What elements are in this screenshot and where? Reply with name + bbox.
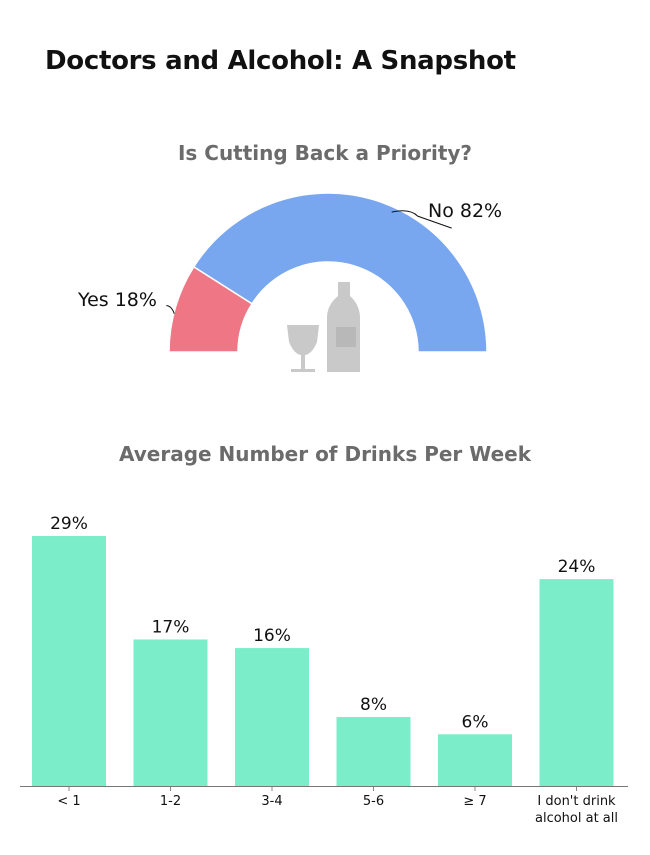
- bar-3: [336, 717, 411, 786]
- bar-chart-title: Average Number of Drinks Per Week: [118, 442, 532, 466]
- bar-value-label: 8%: [360, 695, 387, 715]
- donut-chart-title: Is Cutting Back a Priority?: [177, 141, 473, 165]
- donut-slice-no: [192, 192, 488, 353]
- x-tick-label: 1-2: [160, 794, 181, 809]
- half-donut-chart: Yes 18% No 82%: [77, 192, 502, 353]
- page-title: Doctors and Alcohol: A Snapshot: [45, 46, 516, 76]
- bar-1: [133, 639, 208, 786]
- bar-value-label: 6%: [462, 712, 489, 732]
- bar-2: [235, 648, 309, 786]
- bar-value-label: 24%: [558, 557, 596, 577]
- slice-label-no: No 82%: [428, 200, 502, 222]
- bar-5: [539, 579, 614, 786]
- bar-value-label: 16%: [253, 626, 291, 646]
- x-tick-label: I don't drink alcohol at all: [535, 794, 618, 826]
- bar-0: [32, 536, 106, 786]
- bar-chart: 29% < 1 17% 1-2 16% 3-4 8% 5-6 6% ≥ 7 24% I don't d…: [20, 514, 628, 826]
- slice-label-yes: Yes 18%: [77, 289, 157, 311]
- no-leader-line: [391, 210, 452, 229]
- x-tick-label: < 1: [57, 794, 80, 809]
- bar-4: [438, 734, 512, 786]
- x-tick-label: 3-4: [261, 794, 282, 809]
- bar-value-label: 17%: [152, 617, 190, 637]
- yes-leader-line: [166, 305, 175, 314]
- x-tick-label: 5-6: [363, 794, 384, 809]
- bar-value-label: 29%: [50, 514, 88, 534]
- x-tick-label: ≥ 7: [463, 794, 486, 809]
- wine-glass-and-bottle-icon: [287, 282, 360, 372]
